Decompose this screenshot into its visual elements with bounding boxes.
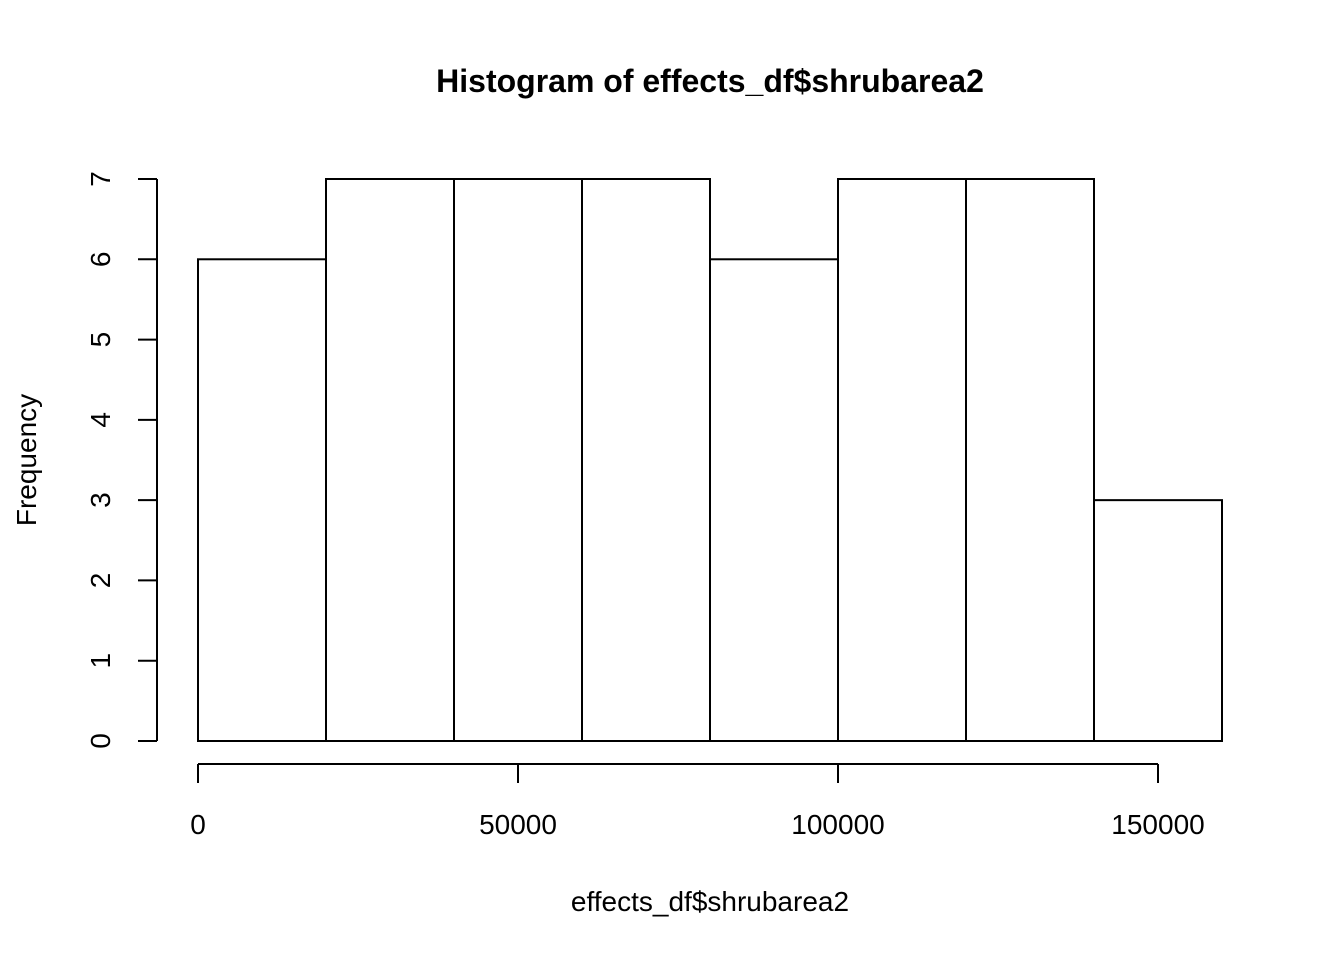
y-tick-label: 1 bbox=[85, 653, 116, 669]
histogram-bar bbox=[197, 258, 327, 742]
x-tick-label: 150000 bbox=[1111, 809, 1204, 840]
histogram-bar bbox=[325, 178, 455, 742]
x-axis-label: effects_df$shrubarea2 bbox=[571, 886, 849, 917]
y-tick-label: 5 bbox=[85, 332, 116, 348]
y-tick-label: 0 bbox=[85, 733, 116, 749]
y-axis-label: Frequency bbox=[11, 394, 42, 526]
y-tick-label: 4 bbox=[85, 412, 116, 428]
x-tick-label: 50000 bbox=[479, 809, 557, 840]
x-axis: 0 50000 100000 150000 bbox=[190, 763, 1205, 840]
histogram-bar bbox=[453, 178, 583, 742]
y-tick-label: 3 bbox=[85, 492, 116, 508]
y-tick-label: 2 bbox=[85, 573, 116, 589]
y-tick-label: 7 bbox=[85, 171, 116, 187]
x-tick-label: 0 bbox=[190, 809, 206, 840]
bars-group bbox=[197, 178, 1223, 742]
chart-title: Histogram of effects_df$shrubarea2 bbox=[436, 63, 984, 99]
histogram-bar bbox=[837, 178, 967, 742]
histogram-bar bbox=[709, 258, 839, 742]
histogram-bar bbox=[1093, 499, 1223, 742]
x-tick-label: 100000 bbox=[791, 809, 884, 840]
histogram-bar bbox=[965, 178, 1095, 742]
histogram-bar bbox=[581, 178, 711, 742]
y-tick-label: 6 bbox=[85, 251, 116, 267]
y-axis: 0 1 2 3 4 5 6 7 bbox=[85, 171, 158, 749]
